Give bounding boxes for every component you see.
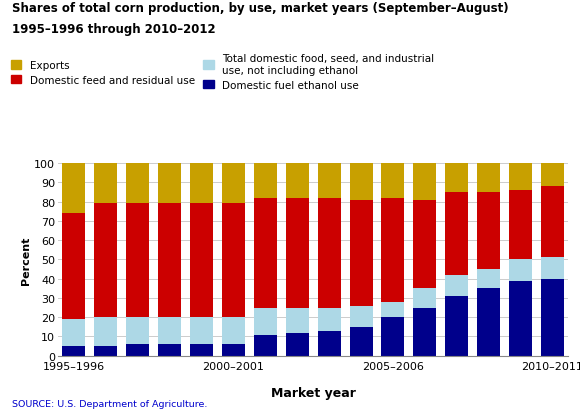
Legend: Exports, Domestic feed and residual use, Total domestic food, seed, and industri: Exports, Domestic feed and residual use,… <box>11 54 434 90</box>
Bar <box>318 164 340 198</box>
Bar <box>445 275 468 296</box>
Bar <box>126 317 149 344</box>
Bar <box>126 204 149 317</box>
Bar <box>126 164 149 204</box>
Bar <box>318 308 340 331</box>
Bar <box>318 198 340 308</box>
Bar <box>477 164 500 193</box>
Bar <box>222 344 245 356</box>
Bar <box>63 346 85 356</box>
Bar <box>222 204 245 317</box>
Bar <box>254 335 277 356</box>
Bar <box>63 213 85 319</box>
Bar <box>222 164 245 204</box>
Bar <box>541 187 564 258</box>
Text: 1995–1996 through 2010–2012: 1995–1996 through 2010–2012 <box>12 22 215 36</box>
Bar <box>158 344 181 356</box>
Bar <box>477 270 500 289</box>
Bar <box>254 164 277 198</box>
Bar <box>63 164 85 213</box>
Bar <box>509 260 532 281</box>
Bar <box>286 333 309 356</box>
Bar <box>509 191 532 260</box>
Bar <box>286 308 309 333</box>
Bar <box>414 164 436 200</box>
Bar <box>541 164 564 187</box>
Bar <box>541 258 564 279</box>
Bar <box>445 296 468 356</box>
Bar <box>190 164 213 204</box>
Text: SOURCE: U.S. Department of Agriculture.: SOURCE: U.S. Department of Agriculture. <box>12 399 207 408</box>
Bar <box>382 164 404 198</box>
Bar <box>414 308 436 356</box>
Bar <box>477 193 500 269</box>
Bar <box>190 204 213 317</box>
Bar <box>350 327 372 356</box>
Text: Shares of total corn production, by use, market years (September–August): Shares of total corn production, by use,… <box>12 2 508 15</box>
Y-axis label: Percent: Percent <box>21 236 31 284</box>
Bar <box>445 164 468 193</box>
Bar <box>95 164 117 204</box>
Bar <box>382 302 404 317</box>
Bar <box>414 200 436 289</box>
Bar <box>158 164 181 204</box>
Bar <box>509 164 532 191</box>
Bar <box>254 198 277 308</box>
Bar <box>382 317 404 356</box>
Bar <box>382 198 404 302</box>
Bar <box>95 204 117 317</box>
Bar <box>509 281 532 356</box>
Bar <box>95 317 117 346</box>
Text: Market year: Market year <box>271 386 356 399</box>
Bar <box>350 306 372 327</box>
Bar <box>222 317 245 344</box>
Bar <box>350 200 372 306</box>
Bar <box>350 164 372 200</box>
Bar <box>477 289 500 356</box>
Bar <box>414 289 436 308</box>
Bar <box>158 317 181 344</box>
Bar <box>126 344 149 356</box>
Bar <box>286 198 309 308</box>
Bar <box>95 346 117 356</box>
Bar <box>445 193 468 275</box>
Bar <box>190 317 213 344</box>
Bar <box>254 308 277 335</box>
Bar <box>63 319 85 346</box>
Bar <box>158 204 181 317</box>
Bar <box>541 279 564 356</box>
Bar <box>318 331 340 356</box>
Bar <box>190 344 213 356</box>
Bar <box>286 164 309 198</box>
